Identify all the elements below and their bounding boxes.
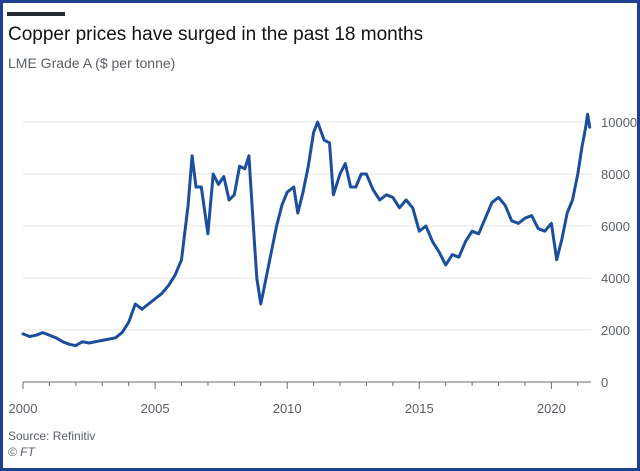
x-tick-label: 2020 (537, 401, 566, 416)
x-tick-label: 2010 (273, 401, 302, 416)
series-layer (21, 112, 592, 348)
x-tick-label: 2000 (9, 401, 38, 416)
y-tick-label: 8000 (601, 167, 630, 182)
x-tick-label: 2005 (141, 401, 170, 416)
source-note: Source: Refinitiv (8, 429, 96, 443)
x-tick-label: 2015 (405, 401, 434, 416)
x-axis-labels: 2000 2005 2010 2015 2020 (9, 401, 566, 416)
chart-title: Copper prices have surged in the past 18… (8, 24, 424, 45)
ft-accent-bar (7, 12, 65, 16)
chart-subtitle: LME Grade A ($ per tonne) (8, 55, 176, 71)
series-line-copper-price (21, 112, 592, 348)
y-tick-label: 0 (601, 375, 608, 390)
y-tick-label: 6000 (601, 219, 630, 234)
y-tick-label: 2000 (601, 323, 630, 338)
y-axis-labels: 0 2000 4000 6000 8000 10000 (601, 115, 637, 390)
y-tick-label: 10000 (601, 115, 637, 130)
y-tick-label: 4000 (601, 271, 630, 286)
x-axis (22, 381, 591, 389)
ft-credit: © FT (8, 445, 35, 459)
gridlines (23, 121, 591, 331)
